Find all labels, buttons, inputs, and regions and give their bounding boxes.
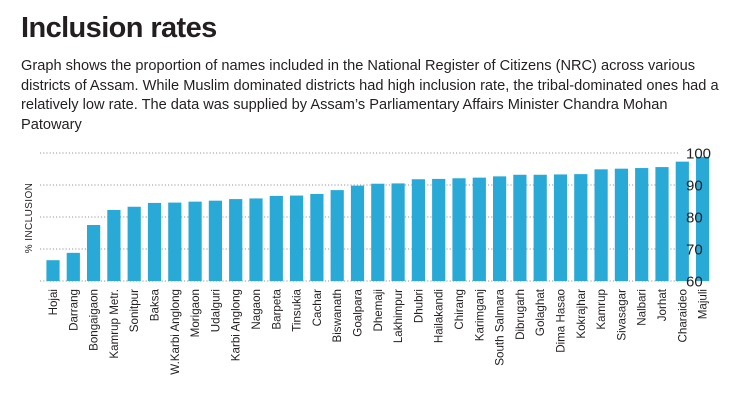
y-tick-label: 100 <box>686 146 711 163</box>
bar-dhubri <box>411 179 425 281</box>
category-label: Dhubri <box>412 289 425 323</box>
bar-baksa <box>147 202 162 281</box>
bar-sivasagar <box>614 168 628 281</box>
bar-dhemaji <box>371 183 385 281</box>
bar-south-salmara <box>493 176 507 281</box>
category-label: Hailakandi <box>433 289 446 343</box>
category-label: Golaghat <box>534 288 547 336</box>
category-label: Kamrup Metr. <box>108 289 121 359</box>
y-tick-label: 90 <box>686 178 703 195</box>
bars <box>46 156 710 281</box>
bar-lakhimpur <box>391 183 405 281</box>
category-label: Bongaigaon <box>88 289 101 351</box>
category-label: Sivasagar <box>615 289 628 341</box>
category-label: Goalpara <box>352 288 365 336</box>
category-label: Sonitpur <box>128 289 141 332</box>
category-label: Nalbari <box>636 289 649 326</box>
category-label: Darrang <box>67 289 80 331</box>
category-label: Udalguri <box>209 289 222 332</box>
category-label: South Salmara <box>494 288 507 365</box>
bar-nalbari <box>635 168 649 281</box>
bar-jorhat <box>655 167 669 281</box>
category-label: Cachar <box>311 289 324 327</box>
bar-kokrajhar <box>574 174 588 281</box>
category-label: Kokrajhar <box>575 289 588 339</box>
bar-darrang <box>66 252 80 281</box>
y-tick-label: 60 <box>686 274 703 291</box>
category-label: Lakhimpur <box>392 289 405 343</box>
bar-kamrup-metr- <box>107 209 121 281</box>
y-axis-title: % INCLUSION <box>24 183 35 254</box>
category-label: Jorhat <box>656 288 669 321</box>
chart-title: Inclusion rates <box>21 12 217 44</box>
bar-karbi-anglong <box>229 199 243 281</box>
bar-chirang <box>452 178 466 281</box>
category-label: Charaideo <box>676 289 689 343</box>
category-label: Karbi Anglong <box>230 289 243 361</box>
y-tick-label: 80 <box>686 210 703 227</box>
bar-charaideo <box>675 161 689 281</box>
bar-dibrugarh <box>513 174 527 281</box>
category-label: Morigaon <box>189 289 202 337</box>
y-axis-ticks: 60 70 80 90 100 <box>686 146 711 291</box>
bar-karimganj <box>472 177 486 281</box>
bar-bongaigaon <box>87 225 101 281</box>
category-label: Karimganj <box>473 289 486 341</box>
bar-kamrup <box>594 169 608 281</box>
category-label: Nagaon <box>250 289 263 330</box>
bar-morigaon <box>188 201 202 281</box>
category-label: Dhemaji <box>372 289 385 332</box>
category-label: Baksa <box>149 288 162 321</box>
bar-biswanath <box>330 190 344 281</box>
bar-dima-hasao <box>553 174 568 281</box>
category-label: Majuli <box>697 289 710 319</box>
chart-subtitle: Graph shows the proportion of names incl… <box>21 58 719 133</box>
category-labels: Hojai Darrang Bongaigaon Kamrup Metr. Sonitp… <box>47 288 710 374</box>
bar-cachar <box>310 193 324 281</box>
category-label: Kamrup <box>595 289 608 330</box>
category-label: Barpeta <box>270 288 283 329</box>
bar-barpeta <box>269 195 283 281</box>
bar-w-karbi-anglong <box>168 202 182 281</box>
category-label: Chirang <box>453 289 466 330</box>
category-label: Hojai <box>47 289 60 315</box>
bar-majuli <box>696 156 710 281</box>
bar-nagaon <box>249 198 263 281</box>
bar-goalpara <box>350 185 365 281</box>
bar-udalguri <box>208 200 222 281</box>
category-label: Biswanath <box>331 289 344 343</box>
bar-sonitpur <box>127 206 141 281</box>
bar-hailakandi <box>432 178 446 281</box>
category-label: Tinsukia <box>291 288 304 331</box>
bar-hojai <box>46 260 60 281</box>
bar-tinsukia <box>290 195 304 281</box>
category-label: W.Karbi Anglong <box>169 289 182 375</box>
category-label: Dibrugarh <box>514 289 527 340</box>
category-label: Dima Hasao <box>555 289 568 353</box>
bar-golaghat <box>533 174 547 281</box>
y-tick-label: 70 <box>686 242 703 259</box>
